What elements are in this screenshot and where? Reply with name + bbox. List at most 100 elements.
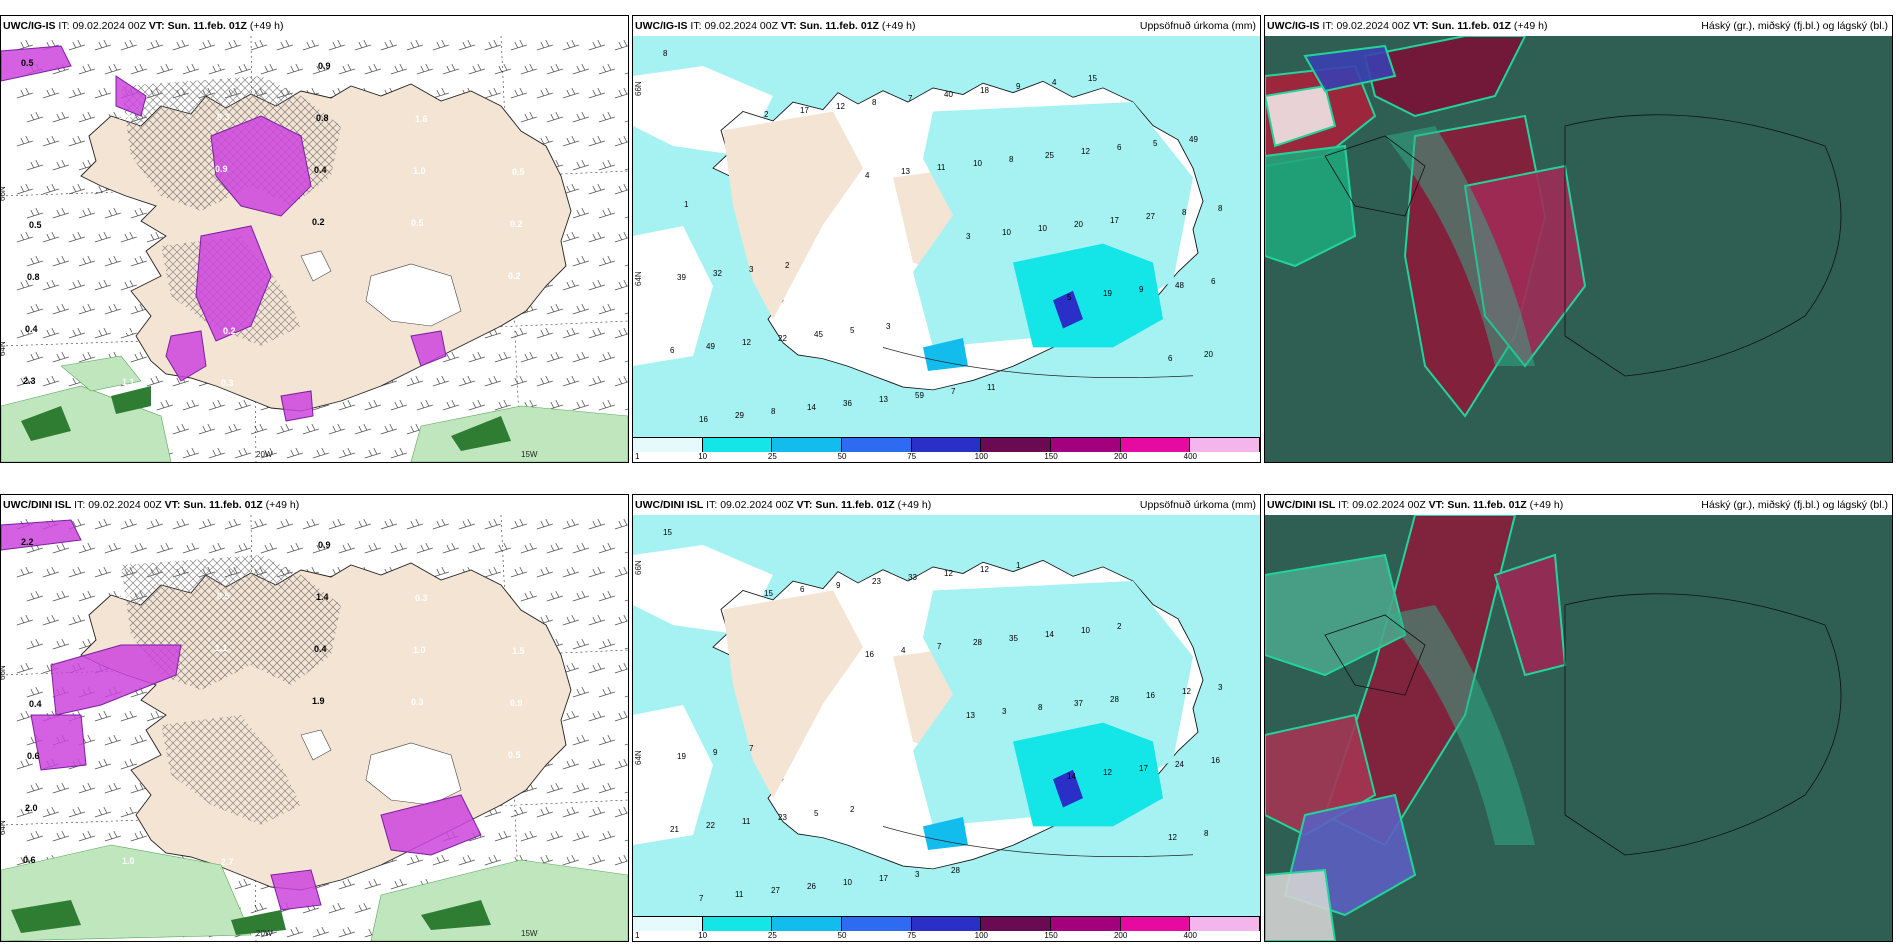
precip-amount: 8 [1182, 208, 1187, 217]
precip-amount: 9 [1139, 285, 1144, 294]
precip-area [11, 900, 81, 933]
colorbar-swatch [911, 917, 982, 931]
contour-line [882, 826, 1194, 857]
precip-value: 0.2 [124, 325, 137, 335]
precip-area [111, 386, 151, 414]
panel-top-left: UWC/IG-IS IT: 09.02.2024 00Z VT: Sun. 11… [0, 15, 629, 463]
precip-amount: 17 [800, 106, 809, 115]
precip-amount: 23 [778, 813, 787, 822]
precip-area [115, 75, 147, 117]
no-precip-area [633, 705, 713, 845]
lat-label: 64N [634, 271, 643, 286]
precip-area [21, 406, 71, 441]
panel-title: UWC/IG-IS IT: 09.02.2024 00Z VT: Sun. 11… [1, 16, 628, 36]
lon-label: 15W [521, 450, 538, 459]
precip-amount: 15 [764, 589, 773, 598]
colorbar-swatch [842, 438, 912, 452]
vt-label: VT: Sun. 11.feb. 01Z [780, 20, 879, 32]
precip-amount: 8 [872, 98, 877, 107]
precip-area [60, 355, 142, 392]
lon-label: 20W [256, 450, 273, 459]
precip-value: 0.9 [215, 164, 228, 174]
it-label: IT: [706, 499, 718, 511]
lead-time: (+49 h) [1529, 499, 1564, 511]
contour-line [882, 347, 1194, 378]
it-label: IT: [690, 20, 702, 32]
precip-value: 0.4 [314, 644, 327, 654]
colorbar-labels: 1 10 25 50 75 100 150 200 400 [633, 931, 1260, 941]
vt-label: VT: Sun. 11.feb. 01Z [148, 20, 247, 32]
precip-amount: 6 [1117, 143, 1122, 152]
cloud-layer [1303, 44, 1397, 93]
precip-value: 0.4 [25, 324, 38, 334]
precip-area [421, 900, 491, 930]
colorbar-label: 100 [974, 931, 989, 940]
cloud-layer [1265, 553, 1407, 677]
precip-amount: 27 [771, 886, 780, 895]
precip-value: 0.5 [508, 750, 521, 760]
precip-amount: 8 [771, 407, 776, 416]
colorbar-label: 400 [1183, 452, 1198, 461]
precip-amount: 7 [937, 642, 942, 651]
land-group [712, 559, 1204, 870]
colorbar-label: 400 [1183, 931, 1198, 940]
lon-label: 20W [256, 929, 273, 938]
model-name: UWC/DINI ISL [635, 499, 704, 511]
weather-map: 66N 64N 20W 15W 2.2 0.6 1.1 1.9 1.6 0.3 0.6 0.8 0.5 0… [1, 515, 628, 941]
precip-area [195, 225, 272, 342]
cloud-map [1265, 36, 1892, 462]
model-name: UWC/DINI ISL [3, 499, 72, 511]
precip-value: 1.0 [122, 856, 135, 866]
map-svg [1265, 515, 1892, 941]
colorbar-label: 100 [974, 452, 989, 461]
colorbar-swatch [1051, 438, 1121, 452]
no-precip-area [633, 226, 713, 366]
it-label: IT: [58, 20, 70, 32]
map-svg: 66N 64N 20W 15W 0.5 0.4 0.9 0.2 1.3 2.5 2.3 2.7 0.3 0… [1, 36, 628, 462]
precip-amount: 8 [663, 49, 668, 58]
precip-area [231, 910, 286, 935]
colorbar-swatch [981, 438, 1052, 452]
precip-value: 2.0 [25, 803, 38, 813]
panel-subtitle: Uppsöfnuð úrkoma (mm) [1139, 16, 1256, 36]
precip-amount: 19 [1103, 289, 1112, 298]
precip-amount: 48 [1175, 281, 1184, 290]
precip-amount: 12 [1103, 768, 1112, 777]
colorbar-swatch [1190, 917, 1260, 931]
precip-amount: 3 [749, 265, 754, 274]
precip-amount: 9 [1016, 82, 1021, 91]
precip-amount: 1 [684, 200, 689, 209]
precip-value: 0.4 [126, 752, 139, 762]
colorbar-swatch [702, 438, 773, 452]
vt-label: VT: Sun. 11.feb. 01Z [1428, 499, 1527, 511]
precip-amount: 20 [1204, 350, 1213, 359]
precip-amount: 13 [966, 711, 975, 720]
precip-amount: 2 [1117, 622, 1122, 631]
precip-amount: 3 [966, 232, 971, 241]
precip-amount: 4 [865, 171, 870, 180]
lat-label: 66N [1, 186, 7, 201]
colorbar-label: 25 [767, 931, 777, 940]
colorbar-label: 50 [837, 931, 847, 940]
it-value: 09.02.2024 00Z [1336, 20, 1410, 32]
precip-value: 0.3 [124, 804, 137, 814]
precip-amount: 11 [742, 817, 751, 826]
precip-amount: 6 [670, 346, 675, 355]
precip-amount: 49 [706, 342, 715, 351]
precip-area [280, 390, 314, 422]
precip-amount: 12 [1168, 833, 1177, 842]
precip-value: 1.6 [415, 114, 428, 124]
it-value: 09.02.2024 00Z [704, 20, 778, 32]
precip-max [1053, 290, 1083, 329]
panel-bottom-left: UWC/DINI ISL IT: 09.02.2024 00Z VT: Sun.… [0, 494, 629, 942]
cloud-layer [1385, 126, 1535, 366]
it-label: IT: [1322, 20, 1334, 32]
precip-amount: 8 [1218, 204, 1223, 213]
precip-map: 66N 64N 15 15 16 13 14 12 7 6 4 3 12 8 11 9 7 8 17 21 27 23 28… [633, 515, 1260, 917]
precip-value: 0.2 [223, 326, 236, 336]
panel-top-right: UWC/IG-IS IT: 09.02.2024 00Z VT: Sun. 11… [1264, 15, 1893, 463]
precip-value: 0.4 [118, 111, 131, 121]
precip-value: 1.5 [512, 646, 525, 656]
precip-value: 1.1 [122, 377, 135, 387]
precip-amount: 28 [951, 866, 960, 875]
